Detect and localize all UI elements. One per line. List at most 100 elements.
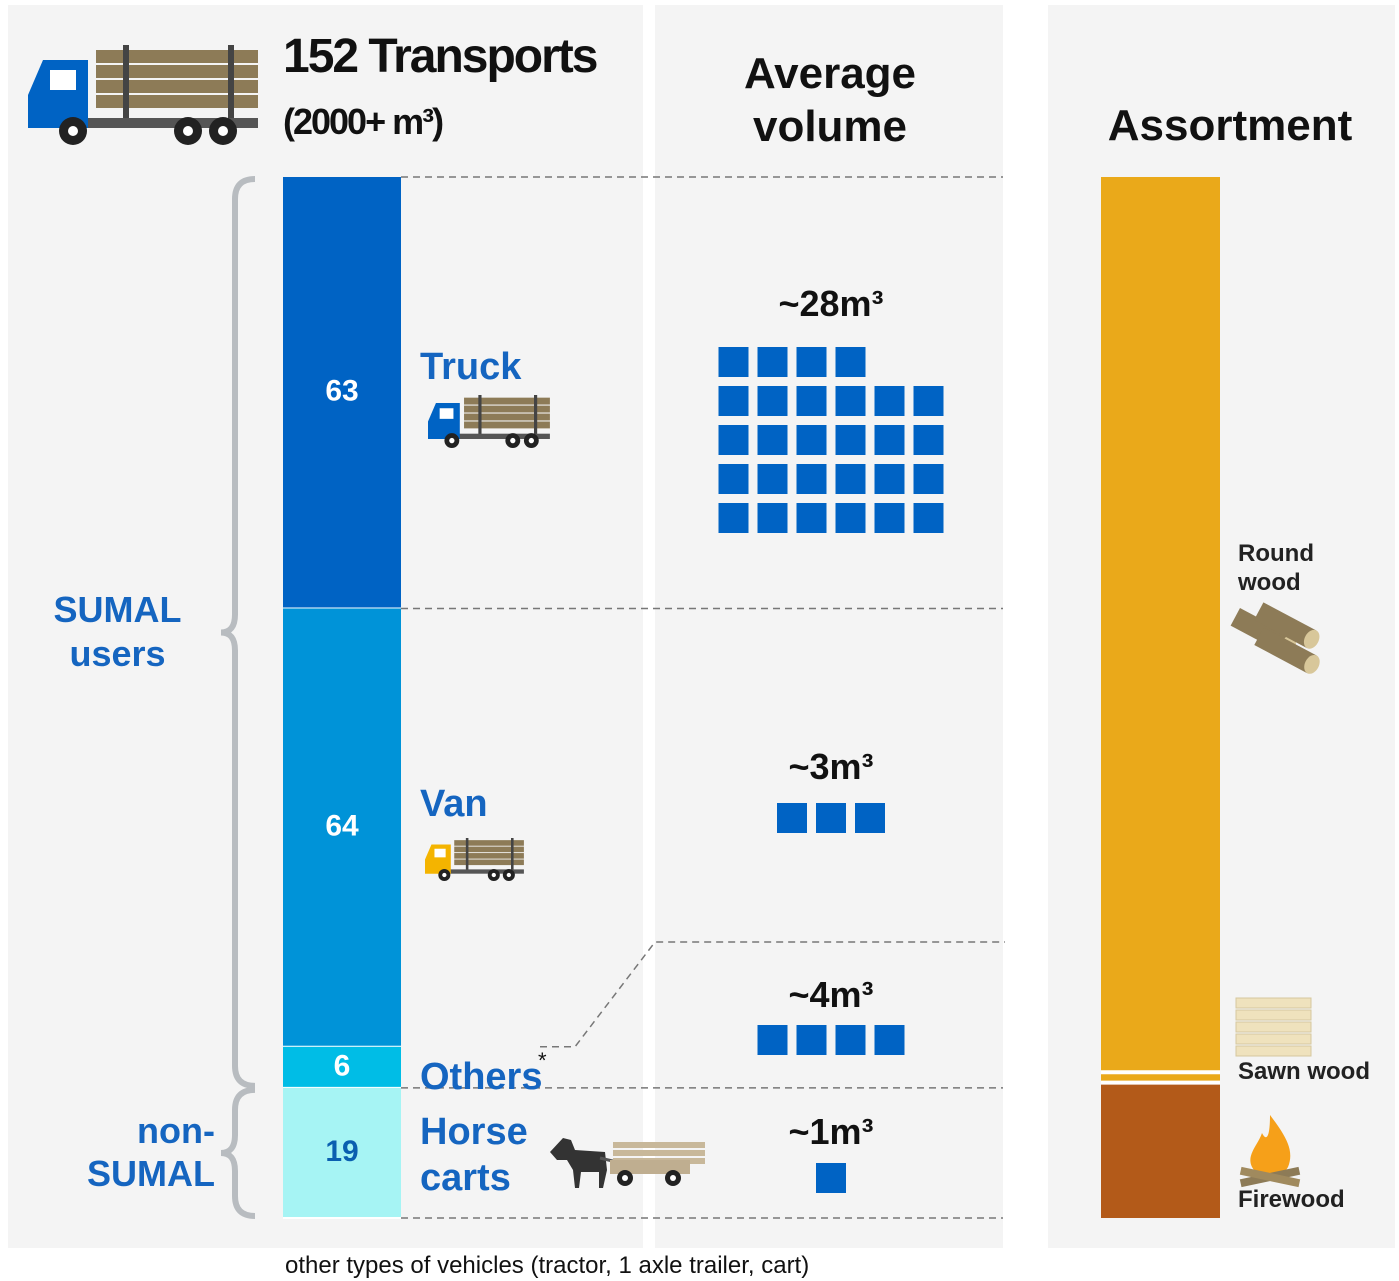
log-end — [1304, 654, 1320, 674]
log — [1254, 602, 1317, 649]
log — [464, 421, 550, 429]
volume-unit — [913, 464, 944, 494]
hub — [491, 872, 496, 878]
volume-unit — [796, 464, 827, 494]
plank — [613, 1150, 705, 1156]
chart-title: Average volume — [743, 49, 917, 151]
panel — [655, 5, 1003, 1248]
value-label: ~1m³ — [788, 1111, 874, 1152]
footnote-marker: * — [538, 1048, 547, 1073]
category-label: Sawn wood — [1238, 1058, 1370, 1085]
truck-icon — [28, 45, 258, 145]
volume-unit — [757, 1025, 788, 1055]
round-wood-icon — [1230, 602, 1320, 674]
stake — [228, 45, 234, 123]
bar-segment — [283, 608, 401, 1047]
volume-unit — [816, 803, 846, 833]
truck-icon — [425, 838, 524, 881]
plank — [1235, 1033, 1312, 1045]
hub — [442, 872, 447, 878]
hub — [506, 872, 511, 878]
volume-unit — [796, 386, 827, 416]
volume-unit — [874, 464, 905, 494]
volume-unit — [796, 503, 827, 533]
bar-segment — [1101, 177, 1220, 1073]
pictogram — [718, 347, 944, 533]
pictogram — [777, 803, 885, 833]
log — [1239, 1166, 1301, 1188]
cart — [610, 1160, 690, 1174]
volume-unit — [913, 425, 944, 455]
group-label: SUMAL users — [53, 589, 182, 674]
category-label: Truck — [420, 346, 522, 388]
volume-unit — [757, 503, 788, 533]
volume-unit — [718, 386, 749, 416]
volume-unit — [718, 347, 749, 377]
volume-unit — [757, 464, 788, 494]
guide-line — [540, 941, 1005, 1048]
category-label: Van — [420, 783, 488, 825]
stake — [465, 838, 469, 872]
volume-unit — [816, 1163, 846, 1193]
volume-unit — [757, 425, 788, 455]
plank — [1235, 1045, 1312, 1057]
flame — [1250, 1115, 1291, 1176]
volume-unit — [835, 386, 866, 416]
frame — [83, 118, 258, 128]
chart-title: Assortment — [1107, 101, 1353, 150]
log — [96, 80, 258, 93]
category-label: Horse carts — [420, 1111, 528, 1199]
horse — [550, 1138, 607, 1188]
log — [464, 405, 550, 413]
bar-segment — [1101, 1072, 1220, 1083]
log — [96, 95, 258, 108]
log — [96, 50, 258, 63]
volume-unit — [835, 1025, 866, 1055]
volume-unit — [835, 464, 866, 494]
plank — [1235, 1009, 1312, 1021]
brace — [220, 176, 256, 1089]
log — [464, 397, 550, 405]
stake — [478, 395, 482, 437]
chart-subtitle: (2000+ m³) — [283, 101, 444, 142]
plank — [613, 1142, 705, 1148]
hub — [622, 1175, 628, 1181]
volume-unit — [874, 503, 905, 533]
truck-icon — [428, 395, 550, 448]
segment-label: 64 — [325, 810, 359, 843]
plank — [1235, 997, 1312, 1009]
value-label: ~3m³ — [788, 746, 874, 787]
volume-unit — [718, 464, 749, 494]
volume-unit — [913, 386, 944, 416]
volume-unit — [757, 386, 788, 416]
bar-segment — [283, 177, 401, 609]
plank — [1235, 1021, 1312, 1033]
hub — [218, 126, 228, 136]
log — [454, 853, 524, 859]
volume-unit — [874, 386, 905, 416]
chart-title: 152 Transports — [283, 30, 598, 83]
frame — [448, 869, 524, 874]
volume-unit — [913, 503, 944, 533]
bar-segment — [1101, 1082, 1220, 1218]
horse-cart-icon — [550, 1138, 705, 1188]
value-label: ~4m³ — [788, 974, 874, 1015]
bar-segment — [283, 1087, 401, 1218]
volume-unit — [777, 803, 807, 833]
window — [50, 70, 76, 90]
frame — [457, 433, 550, 439]
log — [1254, 627, 1317, 674]
category-label: Round wood — [1238, 540, 1314, 596]
log — [96, 65, 258, 78]
log — [454, 840, 524, 846]
volume-unit — [796, 1025, 827, 1055]
value-label: ~28m³ — [778, 283, 884, 324]
volume-unit — [855, 803, 885, 833]
footnote: other types of vehicles (tractor, 1 axle… — [285, 1252, 810, 1279]
segment-label: 6 — [334, 1049, 351, 1082]
log — [464, 413, 550, 421]
fire-icon — [1239, 1115, 1301, 1188]
log — [454, 859, 524, 866]
